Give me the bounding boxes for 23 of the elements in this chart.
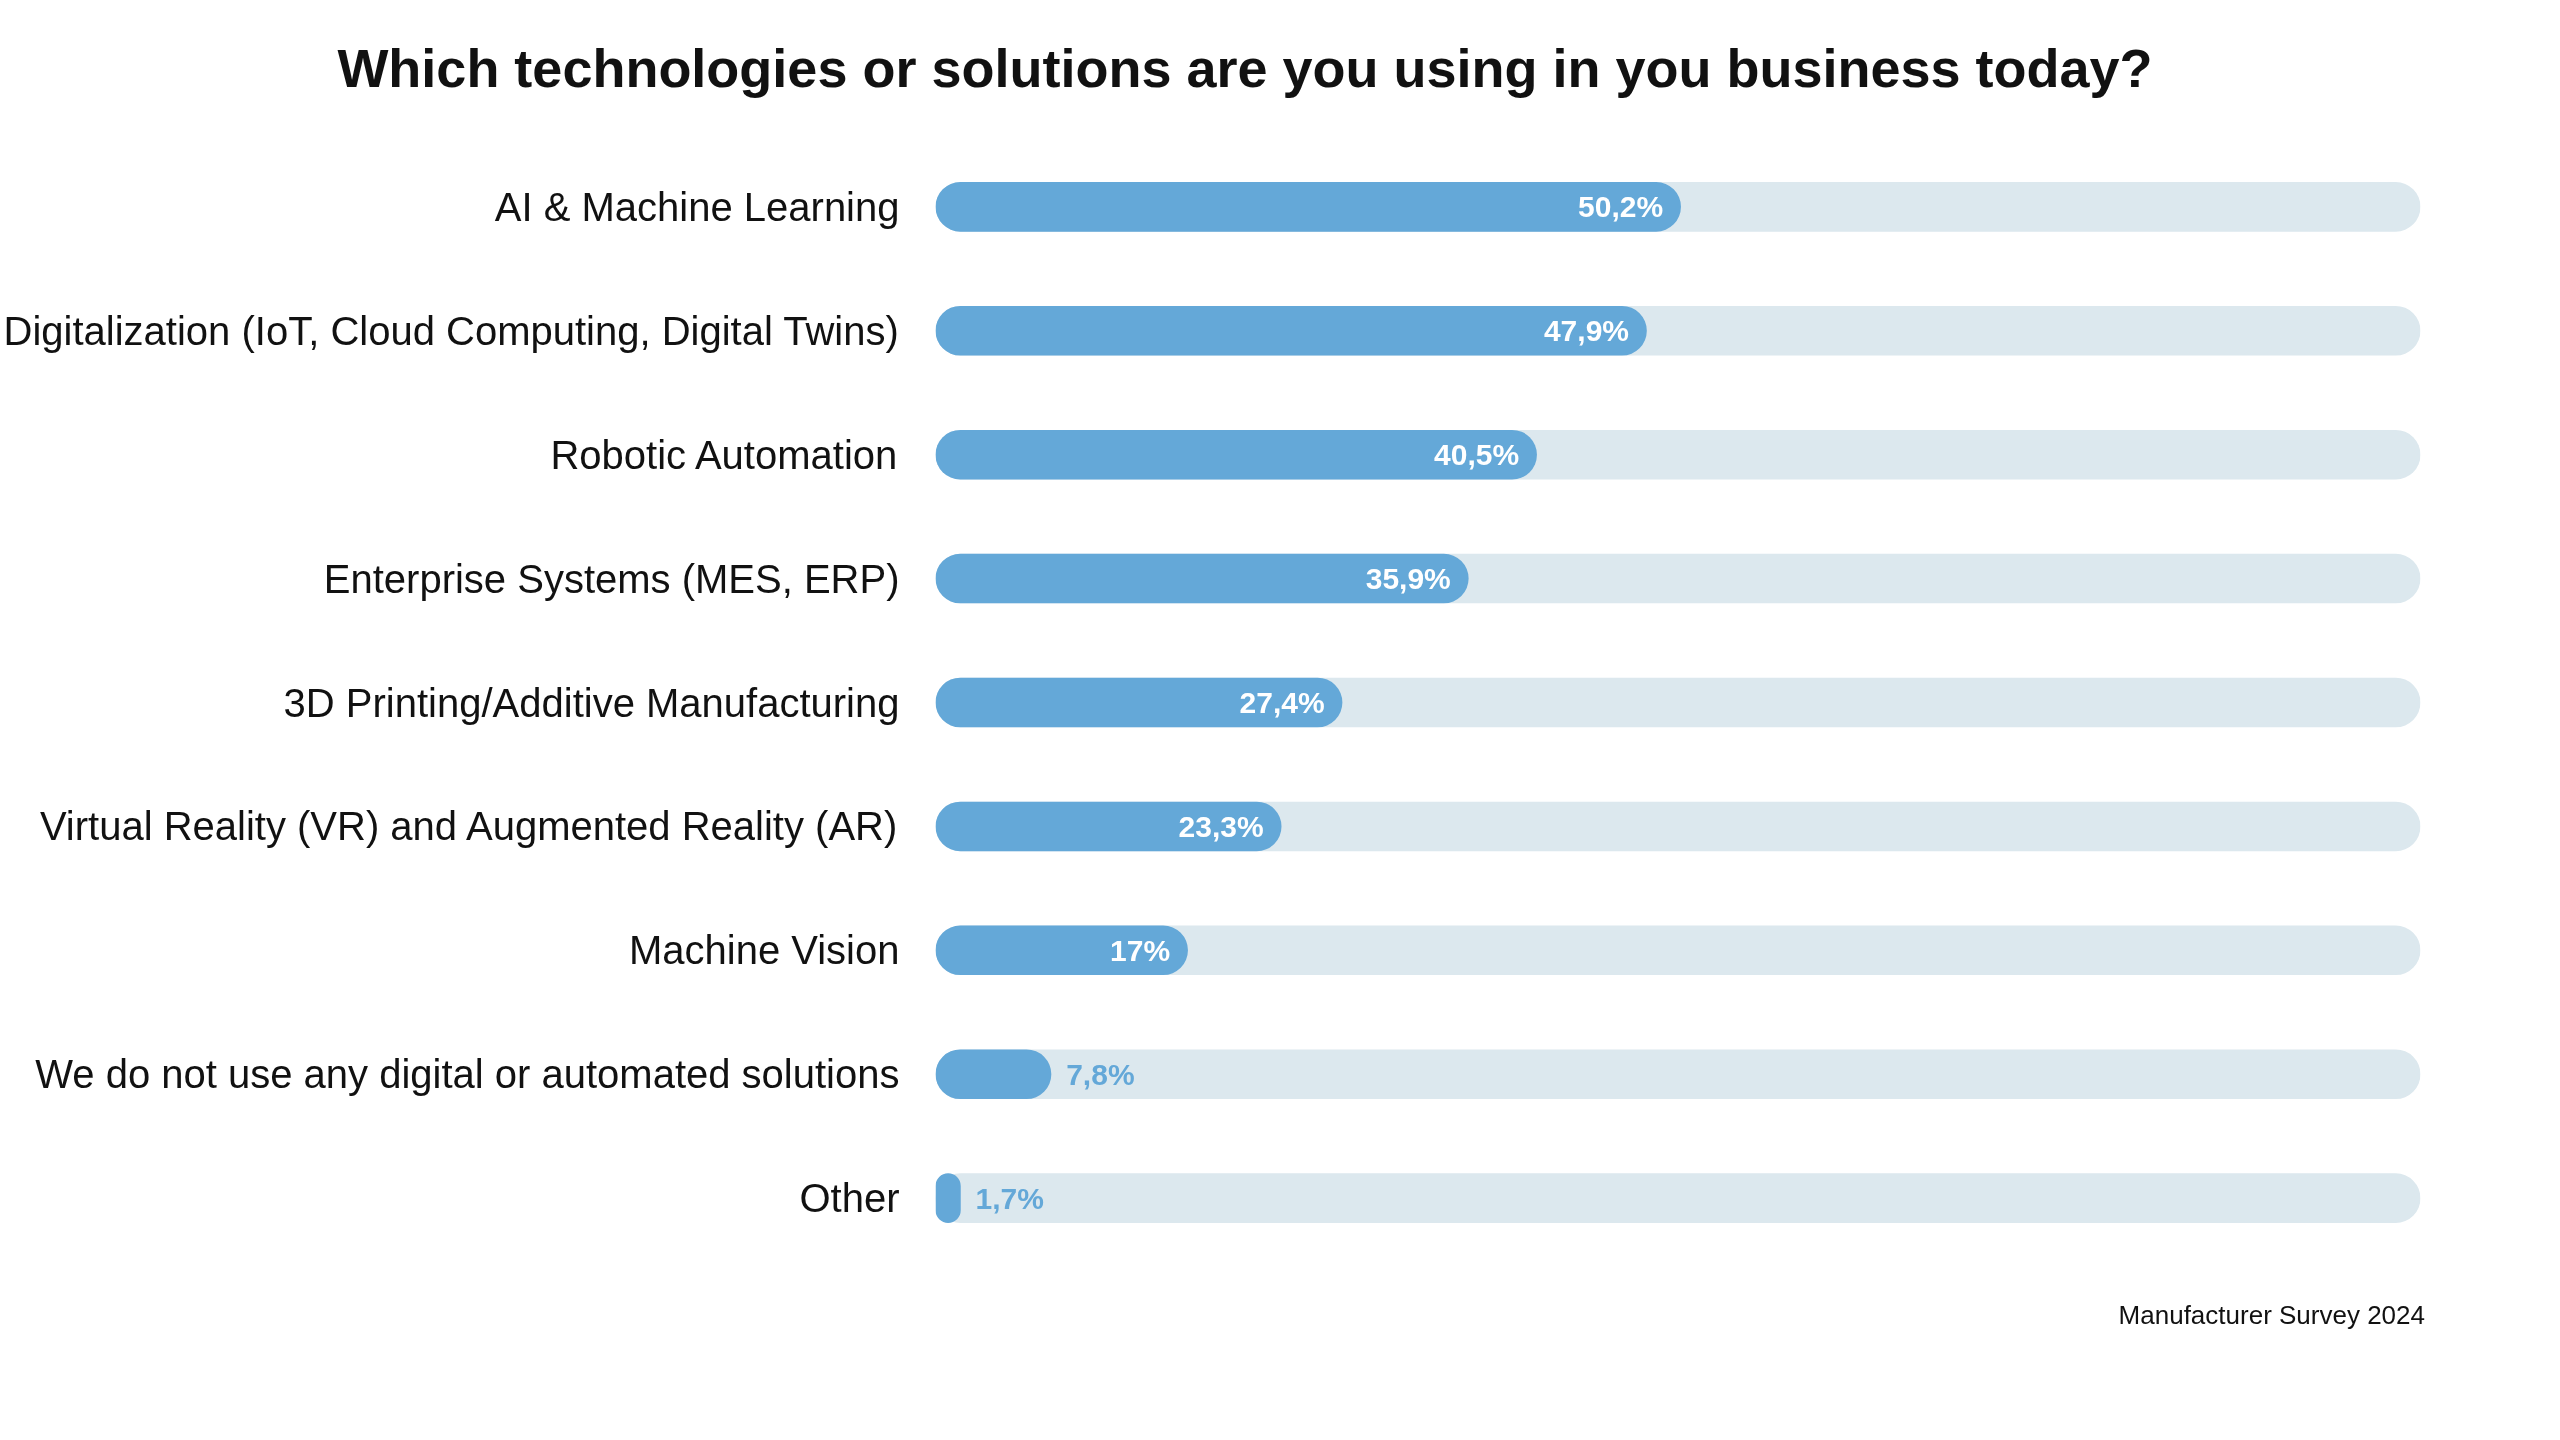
y-tick-label: We do not use any digital or automated solutions [35,1052,900,1097]
y-tick-label: Other [799,1176,900,1221]
data-label: 23,3% [1178,810,1264,844]
data-label: 35,9% [1365,562,1451,596]
data-label: 40,5% [1434,438,1520,472]
data-label: 50,2% [1578,190,1664,224]
data-label: 17% [1110,933,1171,967]
y-tick-label: Digitalization (IoT, Cloud Computing, Digital Twins) [3,308,899,353]
data-label: 27,4% [1239,686,1325,720]
chart-title: Which technologies or solutions are you using in you business today? [337,37,2153,100]
text: Manufacturer Survey 2024 [2118,1299,2425,1333]
bar [935,801,1282,852]
y-tick-label: Machine Vision [628,928,900,973]
data-label: 7,8% [1066,1057,1135,1091]
y-tick-label: Enterprise Systems (MES, ERP) [323,556,900,601]
data-label: 47,9% [1543,314,1630,348]
y-tick-label: 3D Printing/Additive Manufacturing [283,680,900,725]
y-tick-label: AI & Machine Learning [494,184,900,229]
data-label: 1,7% [975,1181,1044,1215]
y-tick-label: Robotic Automation [550,432,898,477]
bar [935,925,1188,976]
bar [935,677,1343,728]
y-tick-label: Virtual Reality (VR) and Augmented Reality (AR) [39,804,898,849]
